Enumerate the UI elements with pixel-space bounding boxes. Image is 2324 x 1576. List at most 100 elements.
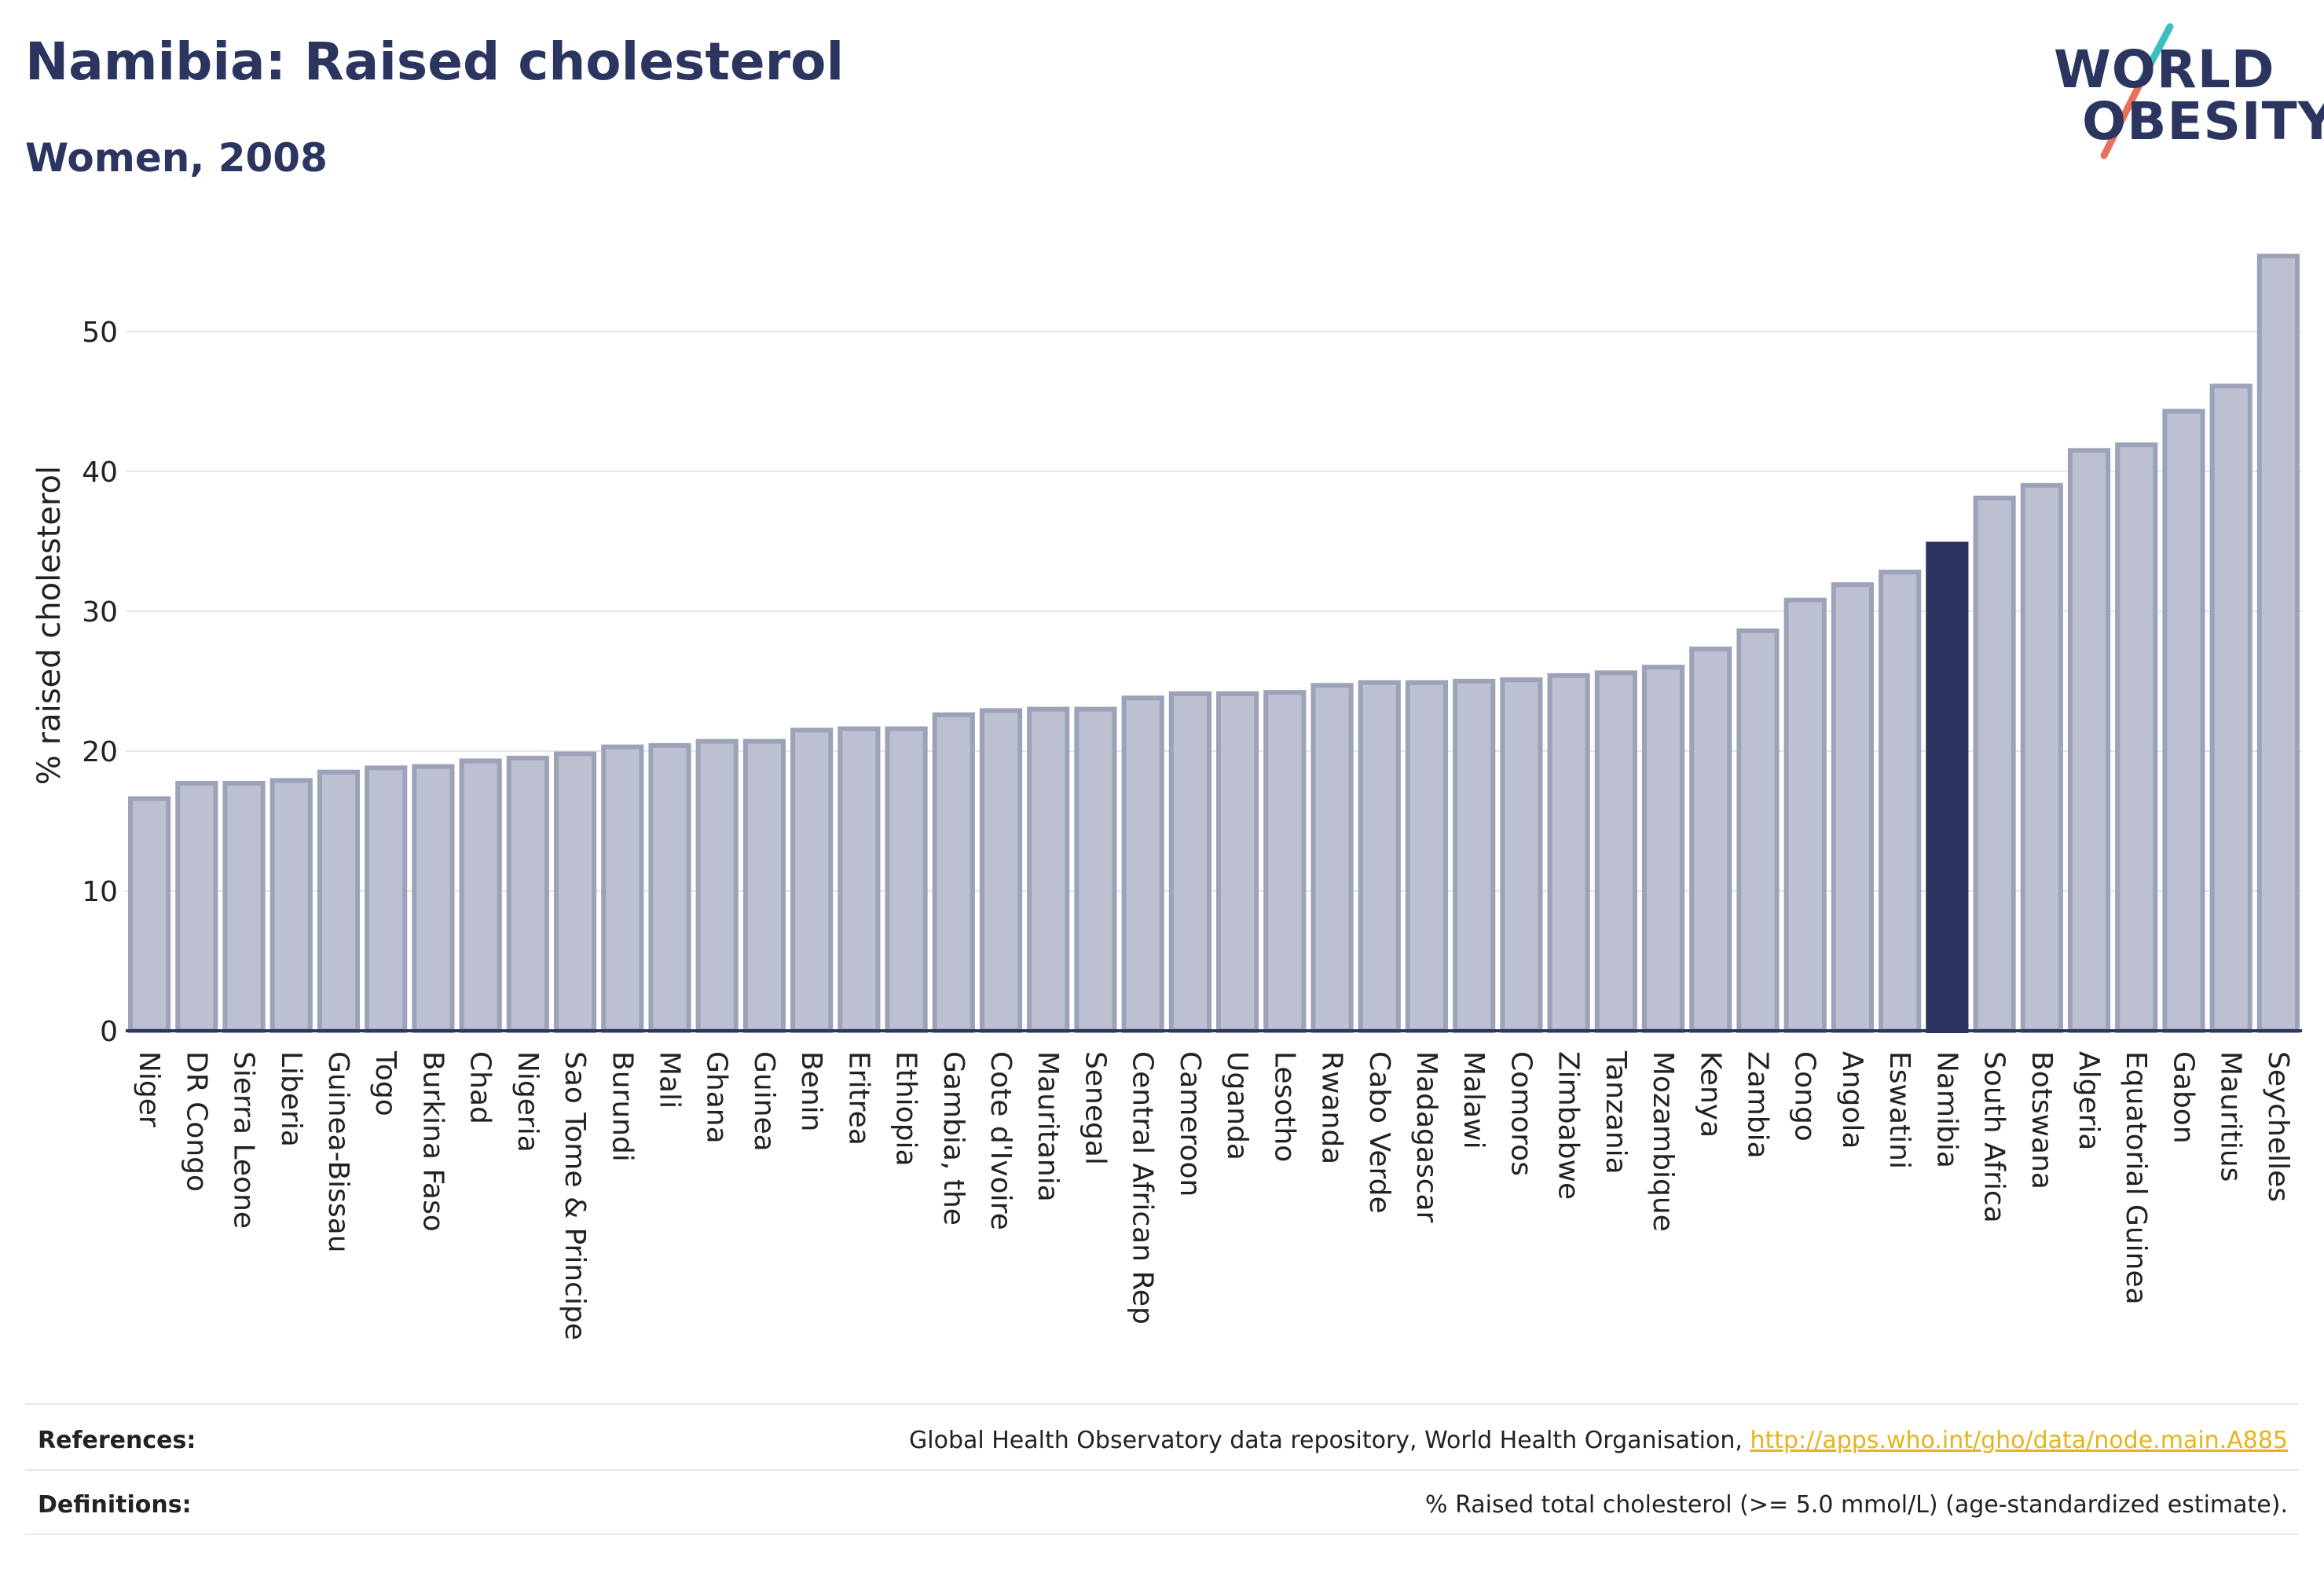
- bar: [1168, 691, 1211, 1034]
- bar: [1783, 597, 1827, 1033]
- x-tick-label: Kenya: [1694, 1051, 1726, 1138]
- y-axis-title: % raised cholesterol: [31, 466, 68, 785]
- bar: [2020, 482, 2063, 1033]
- references-link[interactable]: http://apps.who.int/gho/data/node.main.A…: [1750, 1427, 2288, 1454]
- x-tick-label: Ethiopia: [890, 1051, 922, 1167]
- bar: [1500, 677, 1543, 1033]
- bar: [1074, 706, 1117, 1033]
- bar: [553, 751, 597, 1033]
- logo-line-world: WORLD: [2054, 39, 2275, 100]
- logo-line-obesity: OBESITY: [2082, 91, 2324, 152]
- bar: [979, 708, 1023, 1033]
- bar: [222, 780, 266, 1033]
- logo-slash-icon: [2100, 23, 2174, 159]
- x-tick-label: South Africa: [1978, 1051, 2011, 1223]
- bar: [1405, 680, 1449, 1034]
- bar: [412, 764, 455, 1034]
- bar: [2256, 253, 2300, 1033]
- bar: [932, 712, 975, 1033]
- x-tick-label: Central African Rep: [1127, 1051, 1159, 1325]
- bar: [269, 778, 313, 1033]
- x-tick-label: Seychelles: [2262, 1051, 2294, 1202]
- x-tick-label: Nigeria: [511, 1051, 544, 1153]
- chart-title: Namibia: Raised cholesterol: [25, 31, 845, 92]
- x-tick-label: Namibia: [1930, 1051, 1963, 1168]
- references-text: Global Health Observatory data repositor…: [909, 1427, 1750, 1454]
- x-tick-label: Mauritius: [2215, 1051, 2247, 1182]
- bar: [2067, 448, 2111, 1033]
- bar: [648, 742, 691, 1033]
- bar: [790, 728, 834, 1033]
- x-tick-label: Sao Tome & Principe: [559, 1051, 591, 1340]
- bar: [1547, 673, 1590, 1033]
- bar: [1641, 665, 1685, 1033]
- x-tick-label: Botswana: [2025, 1051, 2058, 1189]
- x-tick-label: Equatorial Guinea: [2120, 1051, 2152, 1305]
- x-tick-label: Mali: [654, 1051, 686, 1109]
- x-tick-label: Chad: [464, 1051, 497, 1124]
- y-tick-label: 10: [82, 876, 118, 908]
- y-tick-label: 40: [82, 456, 118, 489]
- x-tick-label: Benin: [795, 1051, 827, 1131]
- x-tick-label: Mozambique: [1647, 1051, 1679, 1232]
- bar: [695, 739, 739, 1033]
- references-label: References:: [38, 1427, 196, 1454]
- y-tick-label: 20: [82, 736, 118, 768]
- x-tick-label: Eswatini: [1883, 1051, 1915, 1169]
- bar: [175, 780, 218, 1033]
- footer-divider-bottom: [25, 1534, 2299, 1535]
- bar: [2115, 442, 2158, 1033]
- x-tick-label: Gabon: [2167, 1051, 2199, 1144]
- x-tick-label: Sierra Leone: [228, 1051, 260, 1229]
- x-tick-label: Angola: [1836, 1051, 1868, 1149]
- x-tick-label: Burundi: [606, 1051, 638, 1162]
- x-tick-label: Malawi: [1457, 1051, 1490, 1149]
- bar: [1973, 495, 2016, 1033]
- x-tick-label: Zimbabwe: [1552, 1051, 1585, 1200]
- x-tick-label: Togo: [369, 1050, 401, 1116]
- bar: [601, 744, 644, 1033]
- x-tick-label: Cote d'Ivoire: [984, 1051, 1017, 1230]
- bar-chart: 0 10 20 30 40 50 % raised cholesterol Niger DR C…: [31, 253, 2302, 1340]
- bar: [1453, 679, 1496, 1033]
- bar: [506, 755, 549, 1034]
- x-tick-label: Cameroon: [1174, 1051, 1206, 1197]
- x-tick-label: Guinea-Bissau: [322, 1051, 354, 1253]
- bar: [1831, 582, 1875, 1033]
- bar: [1594, 670, 1637, 1033]
- bar: [459, 758, 502, 1034]
- x-tick-label: Mauritania: [1032, 1051, 1064, 1202]
- x-tick-label: Zambia: [1742, 1051, 1774, 1159]
- bar: [365, 765, 408, 1033]
- bar: [838, 726, 881, 1034]
- bar: [2209, 383, 2253, 1034]
- x-tick-label: Niger: [133, 1051, 165, 1127]
- x-tick-label: Madagascar: [1410, 1051, 1442, 1223]
- bar: [1736, 628, 1780, 1033]
- bar: [1263, 690, 1307, 1033]
- x-tick-label: Comoros: [1505, 1051, 1537, 1176]
- bar: [1027, 706, 1070, 1033]
- x-tick-label: Congo: [1789, 1051, 1821, 1142]
- definitions-label: Definitions:: [38, 1491, 192, 1519]
- x-tick-label: Cabo Verde: [1363, 1051, 1395, 1214]
- y-tick-label: 50: [82, 317, 118, 349]
- bar: [317, 769, 361, 1033]
- bar-highlighted: [1926, 541, 1969, 1033]
- x-tick-label: Senegal: [1079, 1051, 1111, 1165]
- bar: [885, 726, 928, 1034]
- references-value: Global Health Observatory data repositor…: [909, 1427, 2288, 1454]
- bar: [2162, 409, 2205, 1033]
- x-tick-label: Burkina Faso: [416, 1051, 449, 1232]
- x-tick-label: Eritrea: [842, 1051, 874, 1145]
- x-tick-label: Liberia: [275, 1051, 307, 1147]
- x-tick-label: Ghana: [701, 1051, 733, 1144]
- bar: [1689, 647, 1732, 1033]
- y-tick-label: 30: [82, 596, 118, 629]
- x-tick-label: Lesotho: [1268, 1051, 1300, 1162]
- footer-divider-top: [25, 1403, 2299, 1405]
- bar: [1310, 683, 1354, 1034]
- bar: [1879, 570, 1922, 1033]
- world-obesity-logo: WORLD OBESITY: [2043, 22, 2324, 171]
- bar: [1358, 680, 1401, 1034]
